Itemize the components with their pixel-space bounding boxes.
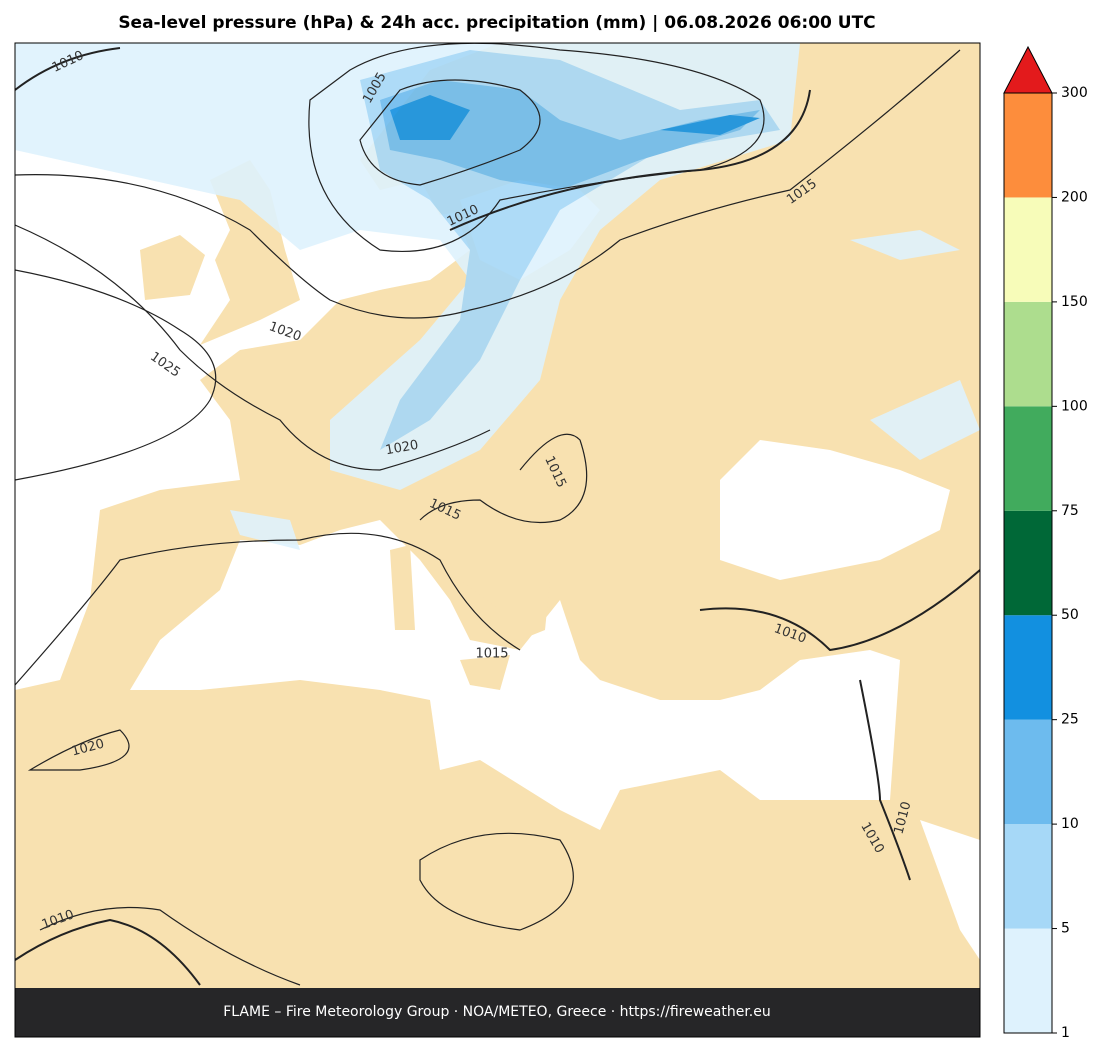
colorbar-segment bbox=[1004, 406, 1052, 511]
colorbar-segment bbox=[1004, 510, 1052, 616]
colorbar-frame bbox=[1003, 92, 1053, 1034]
colorbar-extend bbox=[1003, 45, 1053, 94]
footer-bar bbox=[15, 988, 980, 1037]
precipitation bbox=[15, 43, 980, 550]
colorbar-segment bbox=[1004, 301, 1052, 407]
colorbar-tick-label: 75 bbox=[1061, 503, 1079, 519]
contour-label: 1015 bbox=[475, 647, 508, 662]
black-sea bbox=[720, 440, 950, 580]
colorbar-tick-label: 50 bbox=[1061, 607, 1079, 623]
contour-label: 1020 bbox=[384, 438, 419, 459]
colorbar-segment bbox=[1004, 615, 1052, 720]
colorbar-tick-label: 100 bbox=[1061, 398, 1088, 414]
isobars bbox=[15, 43, 980, 986]
colorbar-segment bbox=[1004, 93, 1052, 198]
red-sea bbox=[920, 820, 980, 960]
colorbar-tick-label: 10 bbox=[1061, 816, 1079, 832]
title: Sea-level pressure (hPa) & 24h acc. prec… bbox=[118, 13, 875, 33]
map: 1010100510101015102010251020101510151015… bbox=[15, 43, 980, 1037]
colorbar-tick-label: 1 bbox=[1061, 1025, 1070, 1041]
colorbar-tick-label: 25 bbox=[1061, 712, 1079, 728]
mediterranean bbox=[130, 520, 900, 830]
colorbar-tick-label: 200 bbox=[1061, 189, 1088, 205]
italy bbox=[390, 500, 550, 690]
map-frame bbox=[14, 42, 981, 1038]
colorbar-segment bbox=[1004, 928, 1052, 1033]
colorbar-tick-label: 5 bbox=[1061, 921, 1070, 937]
colorbar-tick-label: 300 bbox=[1061, 85, 1088, 101]
colorbar: 1 5 10 25 50 75 100 150 200 300 bbox=[1003, 45, 1088, 1041]
colorbar-tick-label: 150 bbox=[1061, 294, 1088, 310]
colorbar-segment bbox=[1004, 197, 1052, 302]
colorbar-segment bbox=[1004, 719, 1052, 825]
footer: FLAME – Fire Meteorology Group · NOA/MET… bbox=[223, 1004, 771, 1020]
colorbar-segment bbox=[1004, 824, 1052, 929]
